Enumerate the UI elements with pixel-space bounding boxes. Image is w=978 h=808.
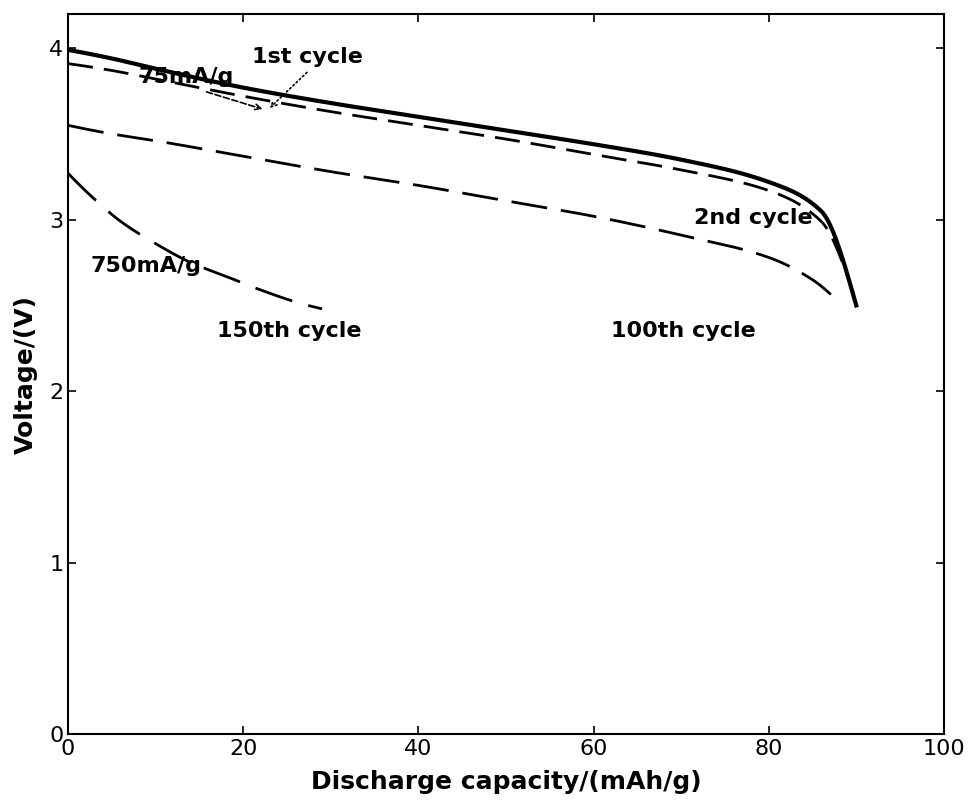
Text: 2nd cycle: 2nd cycle xyxy=(693,208,812,228)
X-axis label: Discharge capacity/(mAh/g): Discharge capacity/(mAh/g) xyxy=(310,770,700,794)
Text: 750mA/g: 750mA/g xyxy=(90,256,200,276)
Text: 75mA/g: 75mA/g xyxy=(138,67,234,87)
Y-axis label: Voltage/(V): Voltage/(V) xyxy=(14,294,38,453)
Text: 1st cycle: 1st cycle xyxy=(251,47,363,67)
Text: 100th cycle: 100th cycle xyxy=(610,321,755,341)
Text: 150th cycle: 150th cycle xyxy=(217,321,361,341)
